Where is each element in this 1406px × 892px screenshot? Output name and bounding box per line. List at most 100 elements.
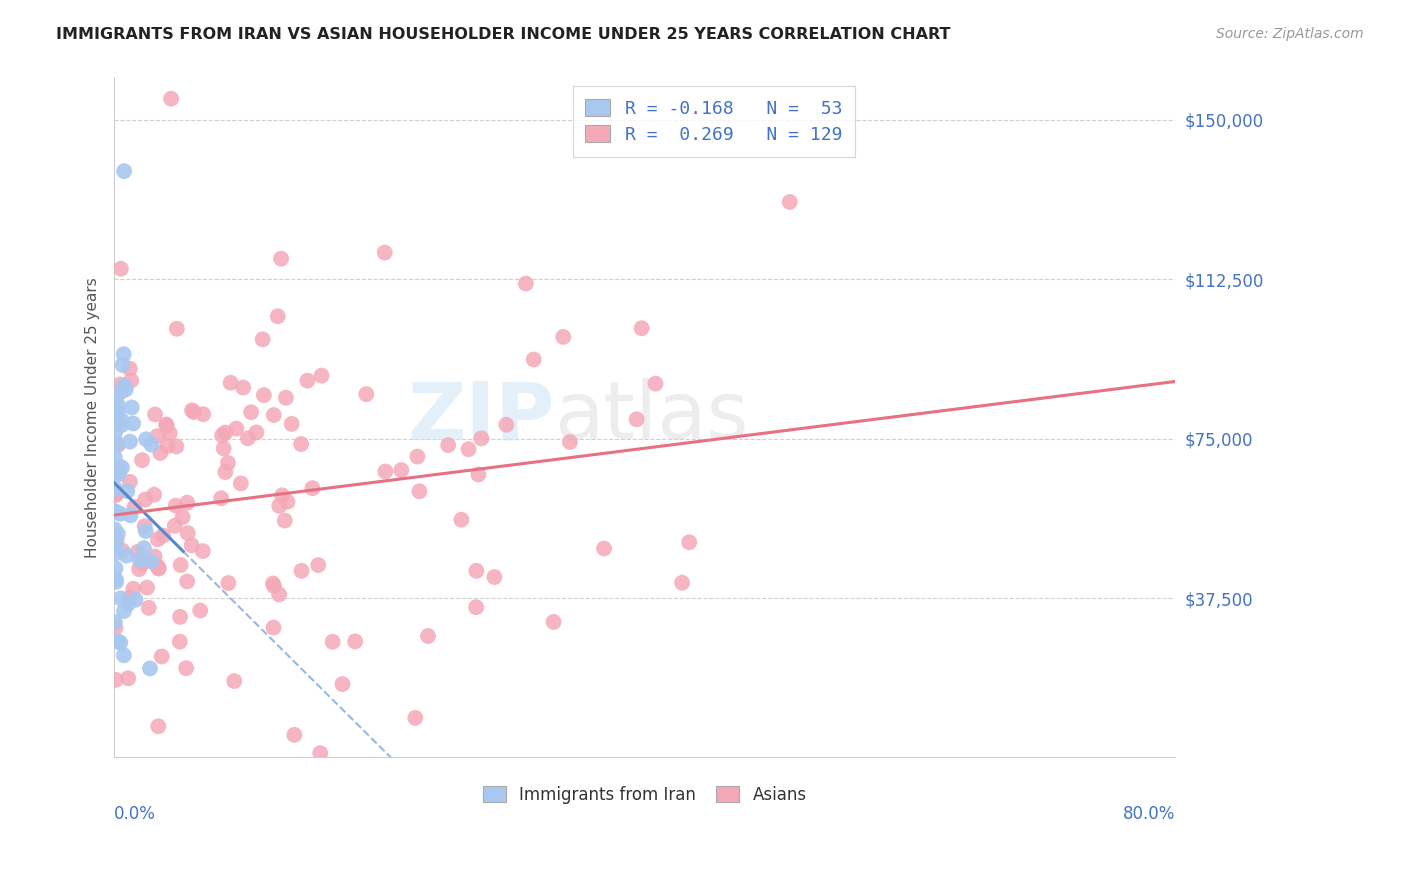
Point — [188, 603, 211, 617]
Point — [104, 537, 127, 551]
Point — [332, 677, 354, 691]
Point — [290, 437, 312, 451]
Point — [225, 421, 247, 435]
Point — [219, 376, 242, 390]
Point — [253, 388, 276, 402]
Point — [111, 384, 134, 398]
Point — [112, 604, 135, 618]
Point — [558, 435, 581, 450]
Point — [465, 564, 488, 578]
Point — [172, 510, 194, 524]
Point — [169, 610, 191, 624]
Point — [155, 417, 177, 432]
Point — [283, 728, 305, 742]
Point — [136, 581, 159, 595]
Y-axis label: Householder Income Under 25 years: Householder Income Under 25 years — [86, 277, 100, 558]
Point — [132, 541, 155, 555]
Point — [437, 438, 460, 452]
Point — [252, 332, 274, 346]
Point — [108, 377, 131, 392]
Point — [108, 467, 131, 481]
Point — [135, 524, 157, 538]
Text: atlas: atlas — [554, 378, 749, 457]
Point — [118, 434, 141, 449]
Point — [779, 194, 801, 209]
Point — [484, 570, 506, 584]
Point — [214, 425, 236, 440]
Point — [118, 361, 141, 376]
Point — [111, 358, 134, 372]
Point — [120, 374, 142, 388]
Point — [105, 505, 128, 519]
Point — [457, 442, 479, 457]
Point — [408, 484, 430, 499]
Point — [117, 484, 139, 499]
Text: IMMIGRANTS FROM IRAN VS ASIAN HOUSEHOLDER INCOME UNDER 25 YEARS CORRELATION CHAR: IMMIGRANTS FROM IRAN VS ASIAN HOUSEHOLDE… — [56, 27, 950, 42]
Point — [322, 635, 344, 649]
Point — [107, 634, 129, 648]
Point — [122, 582, 145, 596]
Point — [280, 417, 302, 431]
Point — [301, 481, 323, 495]
Point — [174, 661, 197, 675]
Point — [107, 462, 129, 476]
Point — [146, 429, 169, 443]
Point — [523, 352, 546, 367]
Point — [269, 587, 291, 601]
Point — [156, 439, 179, 453]
Point — [269, 499, 291, 513]
Point — [141, 437, 163, 451]
Point — [134, 492, 156, 507]
Point — [177, 526, 200, 541]
Point — [118, 475, 141, 489]
Point — [165, 499, 187, 513]
Point — [107, 438, 129, 452]
Point — [495, 417, 517, 432]
Point — [297, 374, 319, 388]
Point — [159, 425, 181, 440]
Point — [374, 465, 396, 479]
Text: 0.0%: 0.0% — [114, 805, 156, 823]
Point — [118, 591, 141, 605]
Point — [274, 514, 297, 528]
Point — [127, 545, 149, 559]
Point — [262, 576, 284, 591]
Point — [104, 488, 127, 502]
Point — [108, 459, 131, 474]
Point — [105, 533, 128, 547]
Point — [146, 533, 169, 547]
Point — [543, 615, 565, 629]
Point — [211, 428, 233, 442]
Point — [124, 592, 146, 607]
Point — [104, 621, 127, 635]
Point — [105, 411, 128, 425]
Point — [217, 456, 239, 470]
Point — [470, 431, 492, 445]
Point — [134, 519, 156, 533]
Point — [416, 629, 439, 643]
Point — [124, 500, 146, 514]
Point — [176, 496, 198, 510]
Point — [114, 383, 136, 397]
Text: Source: ZipAtlas.com: Source: ZipAtlas.com — [1216, 27, 1364, 41]
Point — [307, 558, 329, 572]
Point — [120, 508, 142, 523]
Point — [139, 661, 162, 675]
Point — [169, 558, 191, 572]
Point — [112, 347, 135, 361]
Point — [143, 549, 166, 564]
Point — [344, 634, 367, 648]
Point — [191, 544, 214, 558]
Point — [626, 412, 648, 426]
Point — [105, 467, 128, 482]
Point — [245, 425, 267, 440]
Point — [240, 405, 263, 419]
Point — [169, 634, 191, 648]
Point — [212, 442, 235, 456]
Point — [267, 310, 290, 324]
Point — [131, 453, 153, 467]
Point — [107, 405, 129, 419]
Point — [263, 579, 285, 593]
Text: ZIP: ZIP — [408, 378, 554, 457]
Point — [111, 413, 134, 427]
